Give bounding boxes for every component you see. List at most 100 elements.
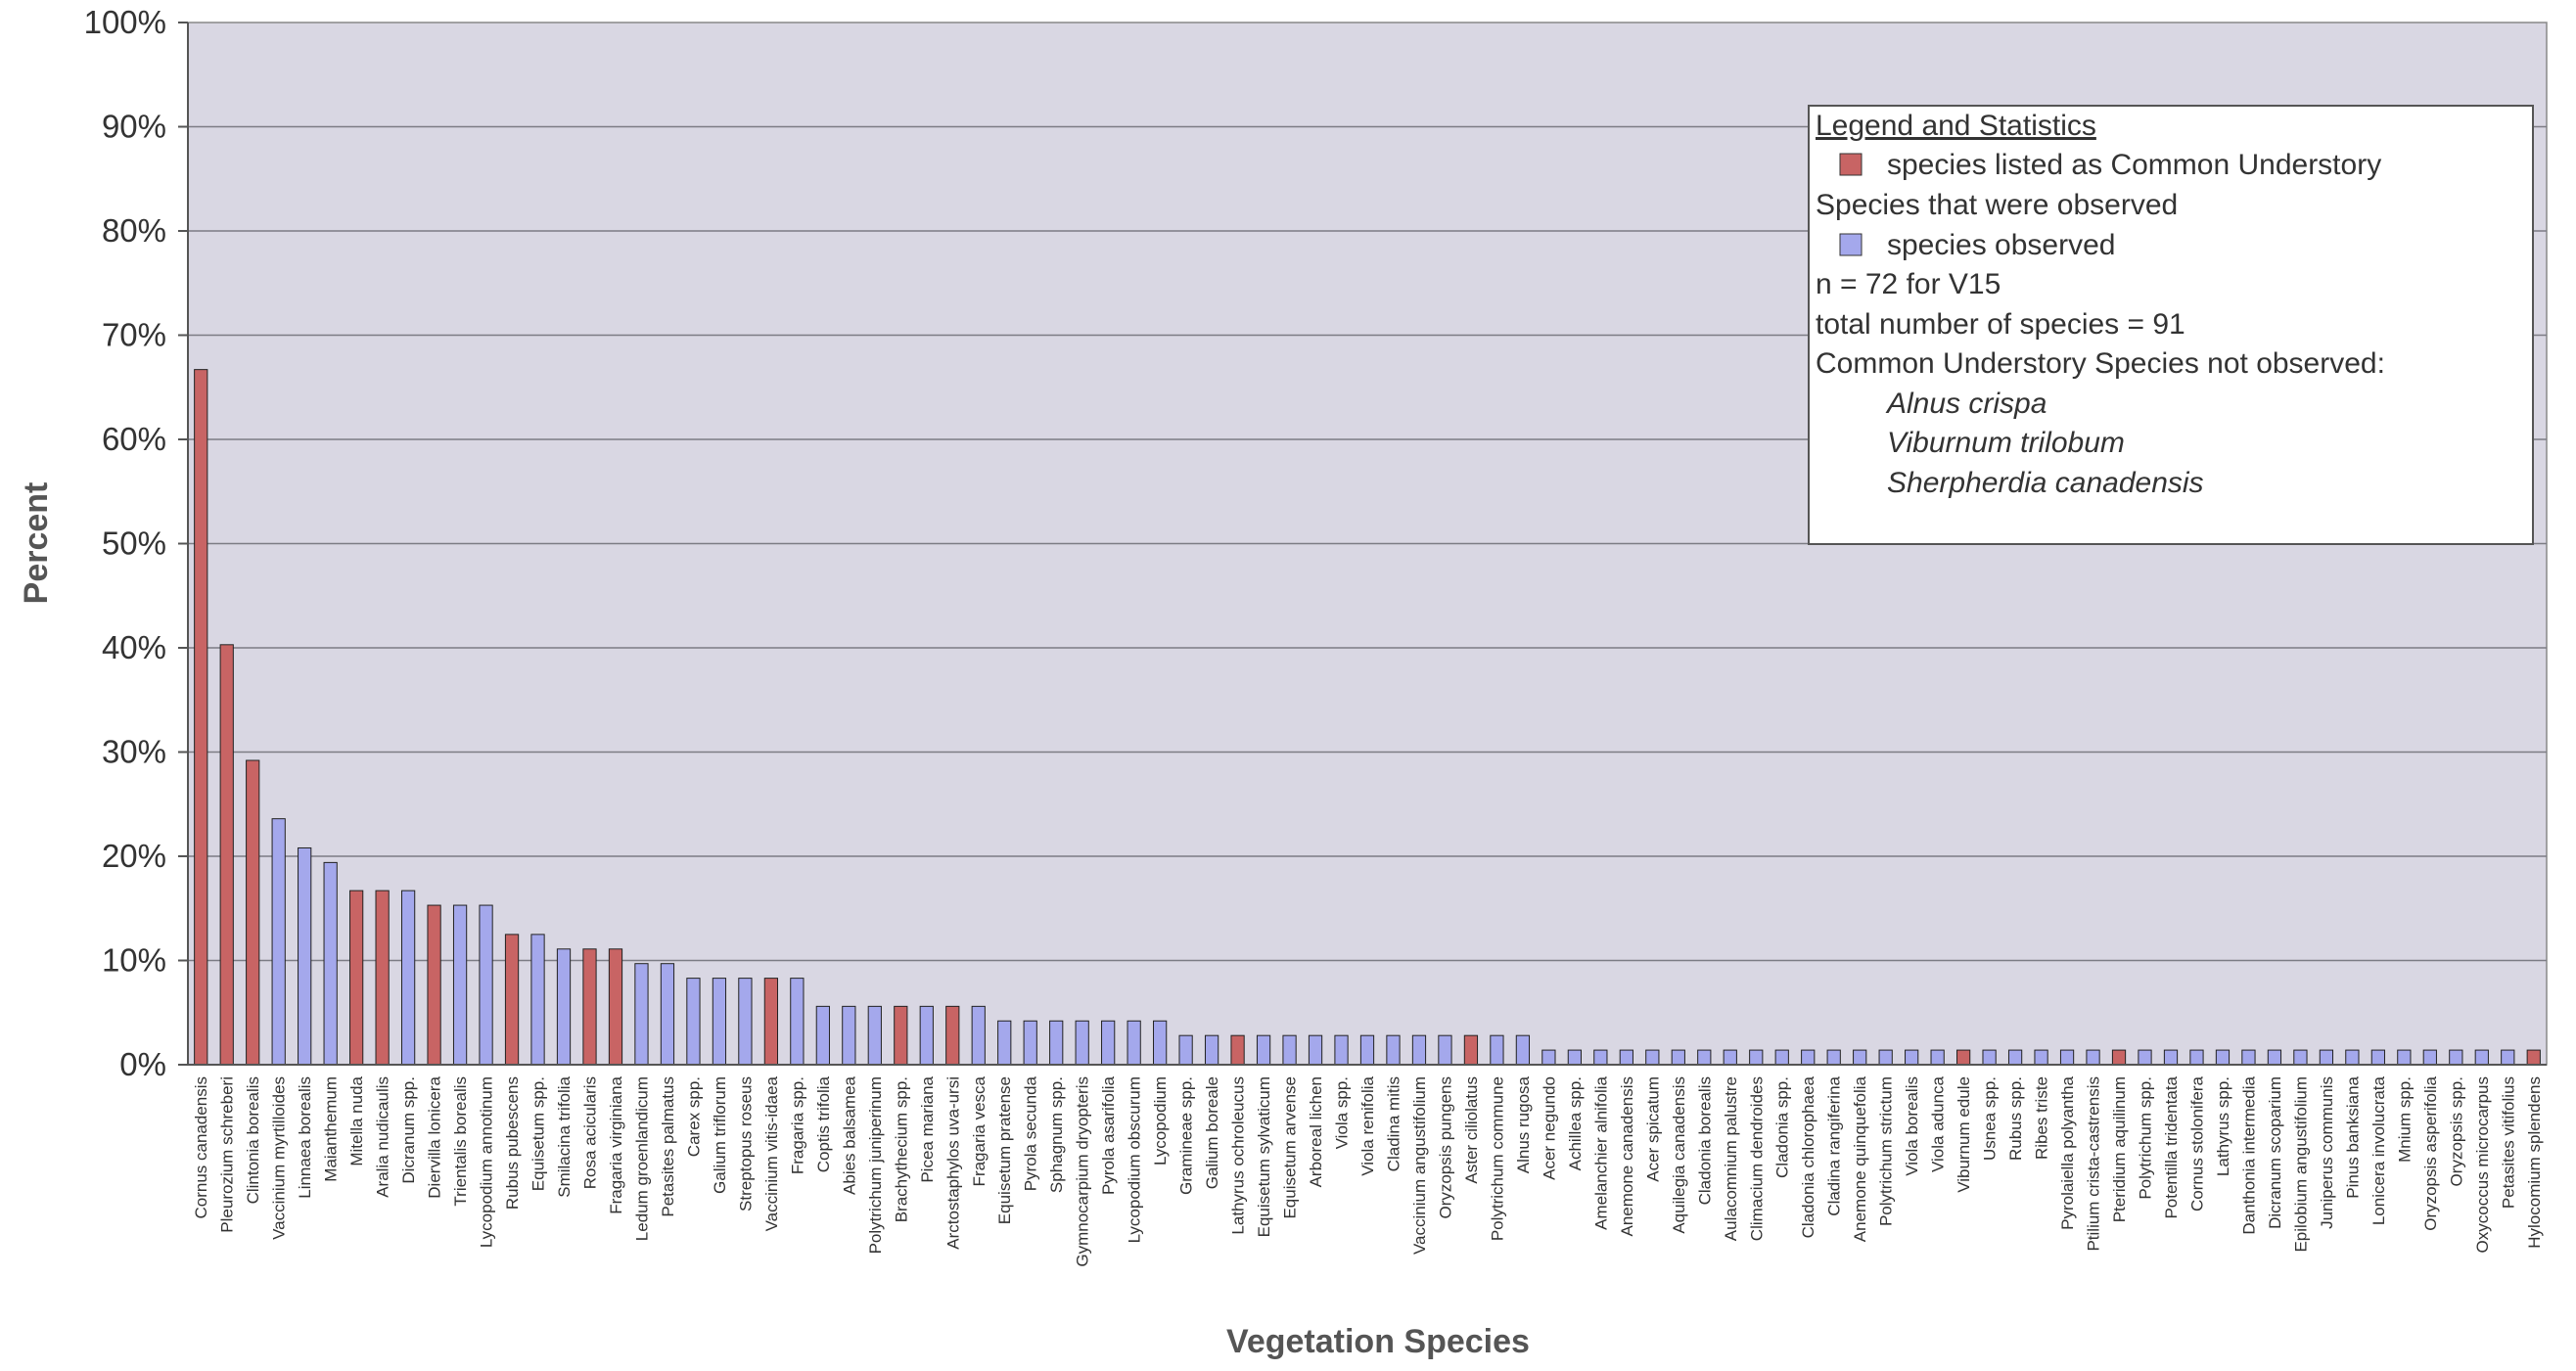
bar: [919, 1005, 934, 1066]
x-tick-label: Lathyrus spp.: [2214, 1076, 2232, 1176]
bar: [1878, 1049, 1893, 1066]
x-tick-label: Smilacina trifolia: [555, 1075, 574, 1197]
x-tick-label: Epilobium angustifolium: [2291, 1076, 2310, 1253]
legend-common-swatch: [1839, 153, 1863, 176]
x-tick-label: Cladina rangiferina: [1825, 1075, 1844, 1215]
bar: [2111, 1049, 2127, 1066]
x-tick-label: Gramineae spp.: [1177, 1076, 1196, 1195]
bar: [2449, 1049, 2463, 1066]
bar: [271, 818, 286, 1066]
x-tick-label: Vaccinium vitis-idaea: [762, 1075, 781, 1231]
x-tick-label: Viburnum edule: [1955, 1076, 1973, 1193]
bar: [1956, 1049, 1971, 1066]
x-tick-label: Polytrichum commune: [1488, 1076, 1506, 1241]
y-tick-label: 70%: [102, 317, 166, 353]
x-tick-label: Dicranum scoparium: [2266, 1076, 2284, 1229]
bar: [867, 1005, 882, 1066]
bar: [790, 978, 805, 1066]
x-tick-label: Viola borealis: [1903, 1076, 1921, 1176]
x-axis-labels: Cornus canadensis Pleurozium schreberi Cli…: [192, 1075, 2544, 1266]
x-tick-label: Dicranum spp.: [399, 1076, 418, 1184]
legend-not-observed-heading: Common Understory Species not observed:: [1816, 347, 2385, 380]
x-tick-label: Polytrichum strictum: [1877, 1076, 1896, 1226]
bar: [1411, 1034, 1427, 1066]
bar: [1515, 1034, 1531, 1066]
x-tick-label: Pteridium aquilinum: [2110, 1076, 2129, 1222]
bar: [2163, 1049, 2179, 1066]
x-tick-label: Mnium spp.: [2395, 1076, 2414, 1163]
bar: [1593, 1049, 1608, 1066]
bar: [1178, 1034, 1193, 1066]
x-tick-label: Hylocomium splendens: [2525, 1076, 2544, 1249]
y-tick-label: 90%: [102, 109, 166, 145]
bar: [1463, 1034, 1479, 1066]
x-tick-label: Potentilla tridentata: [2162, 1075, 2181, 1218]
x-tick-label: Petasites vitifolius: [2499, 1076, 2517, 1209]
y-tick-label: 50%: [102, 526, 166, 562]
bar: [1749, 1049, 1764, 1066]
bar: [1230, 1034, 1245, 1066]
x-tick-label: Oryzopsis asperifolia: [2421, 1075, 2440, 1230]
legend-observed-heading: Species that were observed: [1816, 189, 2178, 221]
bar: [1075, 1020, 1089, 1066]
bar: [530, 934, 545, 1066]
bar: [2293, 1049, 2308, 1066]
bar: [1308, 1034, 1323, 1066]
legend-not-observed-item: Alnus crispa: [1885, 388, 2047, 420]
x-tick-label: Lycopodium: [1151, 1076, 1170, 1165]
bar: [1853, 1049, 1867, 1066]
bar: [298, 846, 312, 1066]
bar: [2501, 1049, 2515, 1066]
x-tick-label: Ledum groenlandicum: [632, 1076, 651, 1241]
bar: [2397, 1049, 2412, 1066]
bar: [1204, 1034, 1219, 1066]
bar: [971, 1005, 986, 1066]
x-tick-label: Coptis trifolia: [814, 1075, 833, 1172]
x-tick-label: Lonicera involucrata: [2369, 1075, 2388, 1225]
bar: [452, 904, 468, 1066]
bar: [2319, 1049, 2334, 1066]
bar: [712, 978, 727, 1066]
x-tick-label: Mitella nuda: [347, 1075, 366, 1165]
legend-box: Legend and Statistics species listed as …: [1808, 105, 2534, 545]
bar: [1334, 1034, 1349, 1066]
x-tick-label: Pyrolaiella polyantha: [2058, 1075, 2077, 1229]
legend-title: Legend and Statistics: [1816, 110, 2096, 142]
bar: [2007, 1049, 2023, 1066]
y-tick-label: 0%: [119, 1046, 166, 1082]
y-axis-ticks: 0% 10% 20% 30% 40% 50% 60% 70% 80% 90% 100%: [84, 4, 188, 1082]
x-tick-label: Usnea spp.: [1981, 1076, 2000, 1161]
x-tick-label: Maianthemum: [322, 1076, 341, 1182]
x-tick-label: Cladonia spp.: [1773, 1076, 1792, 1178]
bar: [997, 1020, 1012, 1066]
bar: [219, 644, 234, 1066]
x-axis-title: Vegetation Species: [1226, 1323, 1530, 1360]
x-tick-label: Equisetum arvense: [1281, 1076, 1300, 1219]
bar: [1101, 1020, 1116, 1066]
x-tick-label: Danthonia intermedia: [2239, 1075, 2258, 1234]
bar: [1723, 1049, 1737, 1066]
bar: [504, 934, 520, 1066]
x-tick-label: Alnus rugosa: [1514, 1075, 1533, 1173]
legend-common-label: species listed as Common Understory: [1887, 149, 2381, 181]
bar: [323, 861, 338, 1066]
bar: [2422, 1049, 2437, 1066]
x-tick-label: Ribes triste: [2033, 1076, 2051, 1160]
bar: [1697, 1049, 1712, 1066]
x-tick-label: Anemone canadensis: [1618, 1076, 1636, 1237]
bar: [349, 890, 364, 1066]
x-tick-label: Amelanchier alnifolia: [1591, 1075, 1610, 1229]
x-tick-label: Clintonia borealis: [244, 1076, 262, 1204]
y-tick-label: 30%: [102, 734, 166, 770]
x-tick-label: Arctostaphylos uva-ursi: [943, 1076, 962, 1250]
legend-observed-label: species observed: [1887, 229, 2115, 261]
bar: [1490, 1034, 1504, 1066]
bar: [1282, 1034, 1297, 1066]
x-tick-label: Polytrichum spp.: [2137, 1076, 2155, 1200]
x-tick-label: Brachythecium spp.: [892, 1076, 910, 1222]
x-tick-label: Fragaria spp.: [788, 1076, 806, 1174]
bar: [375, 890, 390, 1066]
x-tick-label: Oryzopsis pungens: [1436, 1076, 1454, 1219]
x-tick-label: Aquilegia canadensis: [1670, 1076, 1688, 1234]
